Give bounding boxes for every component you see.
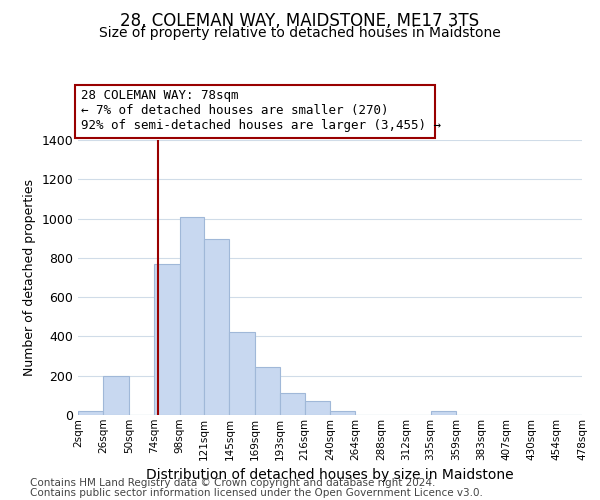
Bar bbox=[78, 411, 103, 415]
Y-axis label: Number of detached properties: Number of detached properties bbox=[23, 179, 36, 376]
Bar bbox=[154, 264, 179, 415]
Bar bbox=[255, 367, 280, 415]
Bar bbox=[280, 394, 305, 415]
Bar bbox=[103, 376, 129, 415]
Bar bbox=[305, 401, 330, 415]
Bar bbox=[229, 332, 255, 415]
Text: 28 COLEMAN WAY: 78sqm
← 7% of detached houses are smaller (270)
92% of semi-deta: 28 COLEMAN WAY: 78sqm ← 7% of detached h… bbox=[81, 89, 441, 132]
Bar bbox=[330, 411, 355, 415]
X-axis label: Distribution of detached houses by size in Maidstone: Distribution of detached houses by size … bbox=[146, 468, 514, 482]
Text: Contains public sector information licensed under the Open Government Licence v3: Contains public sector information licen… bbox=[30, 488, 483, 498]
Text: 28, COLEMAN WAY, MAIDSTONE, ME17 3TS: 28, COLEMAN WAY, MAIDSTONE, ME17 3TS bbox=[121, 12, 479, 30]
Bar bbox=[204, 239, 229, 415]
Text: Contains HM Land Registry data © Crown copyright and database right 2024.: Contains HM Land Registry data © Crown c… bbox=[30, 478, 436, 488]
Bar bbox=[431, 411, 456, 415]
Text: Size of property relative to detached houses in Maidstone: Size of property relative to detached ho… bbox=[99, 26, 501, 40]
Bar bbox=[179, 216, 204, 415]
